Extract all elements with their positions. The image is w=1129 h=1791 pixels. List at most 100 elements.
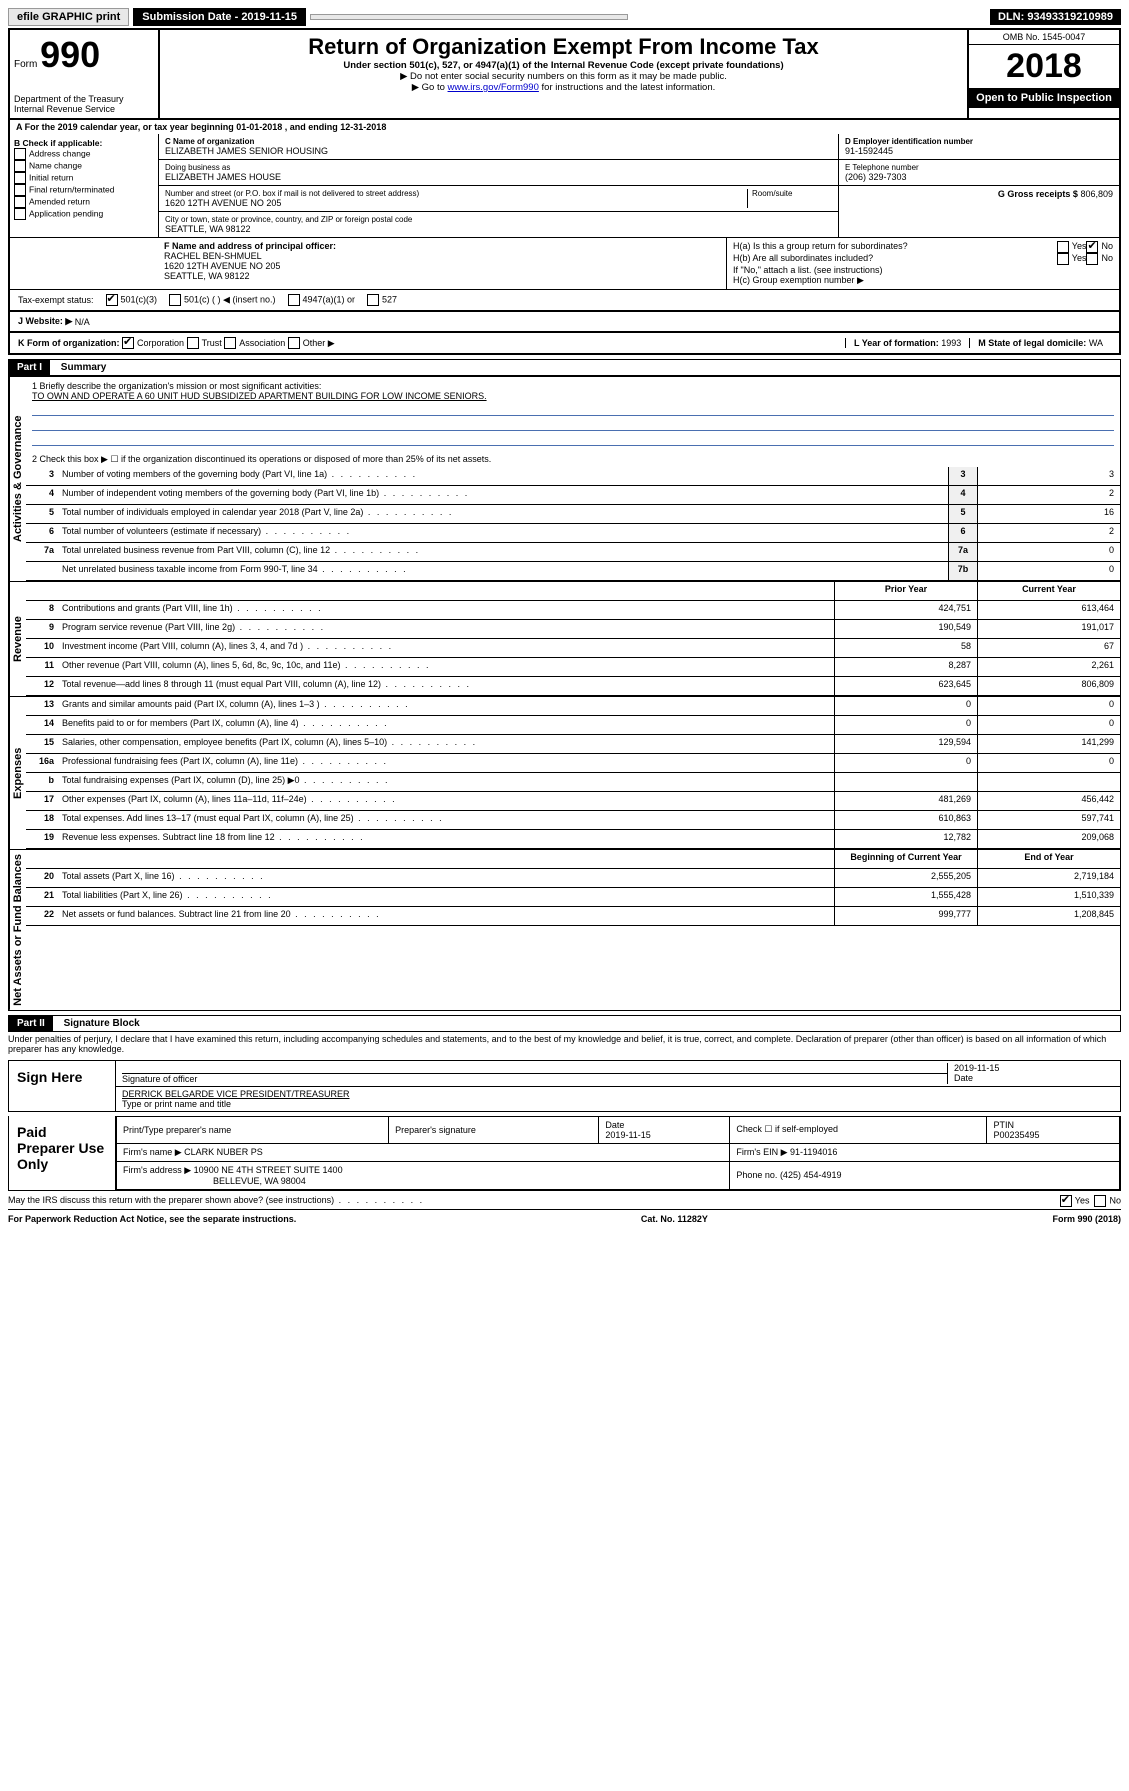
firm-name: CLARK NUBER PS <box>184 1147 263 1157</box>
form-label: Form <box>14 59 37 70</box>
part2-header: Part II <box>9 1016 53 1031</box>
sign-here-block: Sign Here Signature of officer 2019-11-1… <box>8 1060 1121 1112</box>
part1-title: Summary <box>53 360 115 375</box>
cat-no: Cat. No. 11282Y <box>641 1214 708 1224</box>
summary-line: 7aTotal unrelated business revenue from … <box>26 543 1120 562</box>
summary-line: 19Revenue less expenses. Subtract line 1… <box>26 830 1120 849</box>
summary-line: 12Total revenue—add lines 8 through 11 (… <box>26 677 1120 696</box>
firm-city: BELLEVUE, WA 98004 <box>213 1176 306 1186</box>
phone-label: E Telephone number <box>845 163 1113 172</box>
gross-receipts-label: G Gross receipts $ <box>998 189 1078 199</box>
ein-value: 91-1592445 <box>845 146 1113 156</box>
part2: Part II Signature Block <box>8 1015 1121 1032</box>
col-prior: Prior Year <box>834 582 977 600</box>
block-f-label: F Name and address of principal officer: <box>164 241 720 251</box>
opt-amended[interactable]: Amended return <box>14 196 154 208</box>
summary-line: 9Program service revenue (Part VIII, lin… <box>26 620 1120 639</box>
prep-name-label: Print/Type preparer's name <box>117 1116 389 1143</box>
sidebar-netassets: Net Assets or Fund Balances <box>9 850 26 1010</box>
col-current: Current Year <box>977 582 1120 600</box>
summary-line: Net unrelated business taxable income fr… <box>26 562 1120 581</box>
summary-line: 16aProfessional fundraising fees (Part I… <box>26 754 1120 773</box>
efile-button[interactable]: efile GRAPHIC print <box>8 8 129 26</box>
spacer-button <box>310 14 628 20</box>
opt-application-pending[interactable]: Application pending <box>14 208 154 220</box>
opt-final-return[interactable]: Final return/terminated <box>14 184 154 196</box>
summary-line: 18Total expenses. Add lines 13–17 (must … <box>26 811 1120 830</box>
prep-sig-label: Preparer's signature <box>389 1116 599 1143</box>
summary-line: 17Other expenses (Part IX, column (A), l… <box>26 792 1120 811</box>
summary-line: 21Total liabilities (Part X, line 26)1,5… <box>26 888 1120 907</box>
summary-netassets: Net Assets or Fund Balances Beginning of… <box>8 850 1121 1011</box>
summary-line: 3Number of voting members of the governi… <box>26 467 1120 486</box>
org-name: ELIZABETH JAMES SENIOR HOUSING <box>165 146 832 156</box>
phone-value: (206) 329-7303 <box>845 172 1113 182</box>
sidebar-expenses: Expenses <box>9 697 26 849</box>
gross-receipts-value: 806,809 <box>1080 189 1113 199</box>
part2-title: Signature Block <box>56 1016 148 1031</box>
dln-label: DLN: 93493319210989 <box>990 9 1121 25</box>
summary-activities-governance: Activities & Governance 1 Briefly descri… <box>8 376 1121 582</box>
sign-here-label: Sign Here <box>9 1061 116 1111</box>
sig-date-label: Date <box>954 1073 1114 1083</box>
opt-address-change[interactable]: Address change <box>14 148 154 160</box>
block-c-name-label: C Name of organization <box>165 137 832 146</box>
part1-header: Part I <box>9 360 50 375</box>
summary-line: 20Total assets (Part X, line 16)2,555,20… <box>26 869 1120 888</box>
summary-revenue: Revenue Prior Year Current Year 8Contrib… <box>8 582 1121 697</box>
note-ssn: ▶ Do not enter social security numbers o… <box>168 71 959 82</box>
submission-date-button[interactable]: Submission Date - 2019-11-15 <box>133 8 306 26</box>
sidebar-activities: Activities & Governance <box>9 377 26 581</box>
line1-label: 1 Briefly describe the organization's mi… <box>32 381 1114 391</box>
korg-row: K Form of organization: Corporation Trus… <box>8 333 1121 355</box>
ha-label: H(a) Is this a group return for subordin… <box>733 241 1057 253</box>
officer-printed: DERRICK BELGARDE VICE PRESIDENT/TREASURE… <box>122 1089 1114 1099</box>
dba-value: ELIZABETH JAMES HOUSE <box>165 172 832 182</box>
summary-line: 8Contributions and grants (Part VIII, li… <box>26 601 1120 620</box>
form-title: Return of Organization Exempt From Incom… <box>168 34 959 60</box>
sig-date: 2019-11-15 <box>954 1063 1114 1073</box>
addr-label: Number and street (or P.O. box if mail i… <box>165 189 747 198</box>
street-address: 1620 12TH AVENUE NO 205 <box>165 198 747 208</box>
ptin-value: P00235495 <box>993 1130 1039 1140</box>
col-begin: Beginning of Current Year <box>834 850 977 868</box>
form-subtitle: Under section 501(c), 527, or 4947(a)(1)… <box>168 60 959 71</box>
firm-phone: (425) 454-4919 <box>780 1170 842 1180</box>
tax-exempt-row: Tax-exempt status: 501(c)(3) 501(c) ( ) … <box>8 290 1121 312</box>
summary-line: 11Other revenue (Part VIII, column (A), … <box>26 658 1120 677</box>
part1: Part I Summary <box>8 359 1121 376</box>
form-number: 990 <box>40 34 100 75</box>
opt-name-change[interactable]: Name change <box>14 160 154 172</box>
form-ref: Form 990 (2018) <box>1052 1214 1121 1224</box>
summary-line: 5Total number of individuals employed in… <box>26 505 1120 524</box>
officer-name: RACHEL BEN-SHMUEL <box>164 251 720 261</box>
check-self[interactable]: Check ☐ if self-employed <box>730 1116 987 1143</box>
topbar: efile GRAPHIC print Submission Date - 20… <box>8 8 1121 26</box>
omb-number: OMB No. 1545-0047 <box>969 30 1119 45</box>
line2: 2 Check this box ▶ ☐ if the organization… <box>26 452 1120 467</box>
paid-preparer-label: Paid Preparer Use Only <box>9 1116 116 1190</box>
sidebar-revenue: Revenue <box>9 582 26 696</box>
ein-label: D Employer identification number <box>845 137 1113 146</box>
room-label: Room/suite <box>747 189 832 208</box>
irs-link[interactable]: www.irs.gov/Form990 <box>448 82 539 93</box>
summary-line: 22Net assets or fund balances. Subtract … <box>26 907 1120 926</box>
footer: For Paperwork Reduction Act Notice, see … <box>8 1209 1121 1228</box>
entity-block: B Check if applicable: Address change Na… <box>8 134 1121 238</box>
type-print-label: Type or print name and title <box>122 1099 1114 1109</box>
mission-text: TO OWN AND OPERATE A 60 UNIT HUD SUBSIDI… <box>32 391 1114 401</box>
website-row: J Website: ▶ N/A <box>8 312 1121 333</box>
summary-line: 15Salaries, other compensation, employee… <box>26 735 1120 754</box>
block-b-label: B Check if applicable: <box>14 138 154 148</box>
officer-addr: 1620 12TH AVENUE NO 205 <box>164 261 720 271</box>
opt-initial-return[interactable]: Initial return <box>14 172 154 184</box>
hb-label: H(b) Are all subordinates included? <box>733 253 1057 265</box>
dba-label: Doing business as <box>165 163 832 172</box>
summary-line: 13Grants and similar amounts paid (Part … <box>26 697 1120 716</box>
discuss-row: May the IRS discuss this return with the… <box>8 1191 1121 1209</box>
hb-ifno: If "No," attach a list. (see instruction… <box>733 265 1113 275</box>
form-header: Form 990 Department of the Treasury Inte… <box>8 28 1121 120</box>
firm-ein: 91-1194016 <box>790 1147 837 1157</box>
paid-preparer-block: Paid Preparer Use Only Print/Type prepar… <box>8 1116 1121 1191</box>
summary-expenses: Expenses 13Grants and similar amounts pa… <box>8 697 1121 850</box>
